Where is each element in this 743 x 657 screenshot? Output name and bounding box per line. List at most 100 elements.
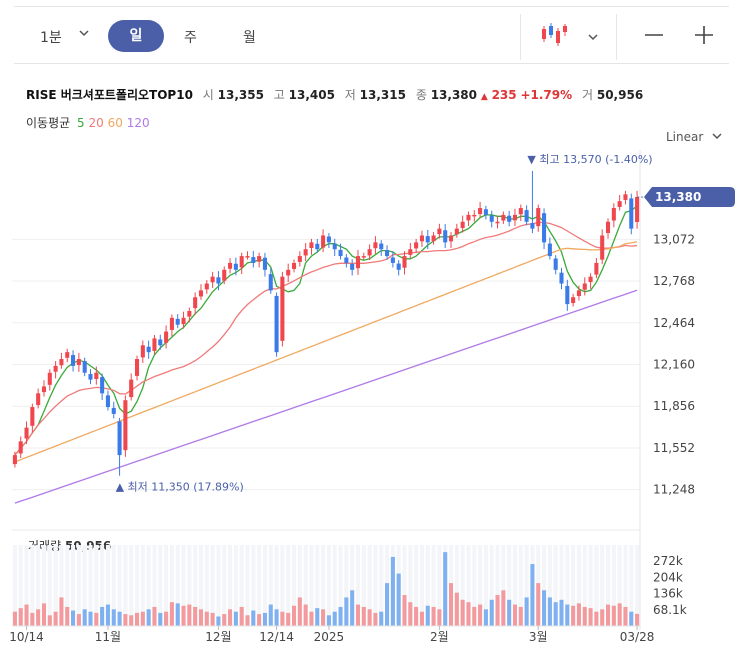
moving-average-legend[interactable]: 이동평균 5 20 60 120 — [26, 114, 150, 131]
candle — [169, 317, 174, 330]
candle — [623, 194, 628, 200]
ma-120: 120 — [126, 116, 150, 130]
candlestick-icon[interactable] — [540, 20, 568, 52]
candle — [512, 214, 518, 221]
volume-bar — [41, 603, 47, 626]
candle — [65, 352, 70, 358]
volume-value: 50,956 — [596, 88, 644, 102]
zoom-in-button[interactable] — [693, 24, 715, 50]
volume-bar — [478, 604, 483, 626]
candle — [605, 221, 611, 234]
volume-bar — [245, 615, 250, 626]
volume-bar — [588, 608, 593, 626]
candle — [396, 263, 401, 270]
volume-bar — [419, 611, 424, 626]
period-week-button[interactable]: 주 — [184, 30, 197, 46]
candle — [507, 215, 512, 222]
volume-bar — [542, 590, 547, 626]
volume-bar — [472, 606, 477, 626]
volume-label: 거 — [581, 88, 594, 102]
candle — [204, 283, 209, 290]
ma-5: 5 — [77, 116, 85, 130]
zoom-out-button[interactable] — [643, 24, 665, 50]
candle — [297, 256, 302, 262]
scale-selector[interactable]: Linear — [666, 130, 723, 144]
candle — [129, 379, 134, 398]
toolbar-top-divider — [14, 6, 729, 7]
price-grid — [12, 238, 640, 491]
y-tick-label: 12,160 — [653, 358, 695, 372]
candle — [216, 277, 221, 284]
candle — [210, 276, 215, 283]
volume-bar — [495, 595, 500, 626]
open-label: 시 — [202, 88, 214, 102]
open-value: 13,355 — [217, 88, 264, 102]
volume-bar — [88, 611, 93, 626]
volume-bar — [71, 610, 76, 626]
low-label: 저 — [344, 88, 356, 102]
candle — [268, 274, 273, 291]
volume-bar — [402, 595, 407, 626]
candle — [12, 455, 17, 465]
volume-bar — [262, 612, 267, 626]
price-axis: 13,072 12,768 12,464 12,160 11,856 11,552 11,2… — [639, 150, 695, 630]
y-tick-label: 12,768 — [653, 274, 695, 288]
ma-label: 이동평균 — [26, 116, 71, 130]
volume-bar — [425, 605, 430, 626]
volume-bar — [524, 597, 529, 626]
volume-bar — [501, 590, 506, 626]
candle — [309, 242, 314, 248]
volume-bar — [623, 606, 628, 626]
candle — [36, 393, 41, 405]
candle — [181, 317, 186, 325]
ma-line-120 — [14, 289, 638, 504]
candle — [291, 262, 297, 269]
instrument-name: RISE 버크셔포트폴리오TOP10 — [26, 88, 193, 102]
volume-bar — [129, 615, 134, 626]
annotations: ▼ 최고 13,570 (-1.40%) ▲ 최저 11,350 (17.89%)… — [116, 153, 735, 494]
candle — [483, 209, 488, 215]
period-day-button[interactable]: 일 — [108, 20, 164, 52]
volume-bar — [257, 614, 262, 626]
ma-60: 60 — [107, 116, 123, 130]
period-month-button[interactable]: 월 — [243, 30, 256, 46]
x-tick-label: 2025 — [314, 630, 345, 644]
volume-bar — [373, 612, 378, 626]
candle — [419, 235, 424, 242]
y-tick-label: 11,552 — [653, 441, 695, 455]
volume-bar — [338, 606, 343, 626]
volume-bar — [454, 592, 459, 626]
chart-type-chevron-icon[interactable] — [587, 27, 599, 46]
period-1min-button[interactable]: 1분 — [40, 30, 62, 46]
candle — [315, 243, 320, 250]
ma-line-60 — [14, 241, 638, 463]
volume-bar — [396, 573, 401, 626]
volume-bar — [222, 614, 227, 626]
volume-bar — [611, 605, 616, 626]
volume-bar — [198, 609, 204, 626]
candle — [94, 372, 99, 379]
volume-bar — [158, 612, 163, 626]
x-tick-label: 2월 — [430, 630, 449, 644]
volume-bar — [361, 606, 366, 626]
x-tick-label: 12월 — [205, 630, 231, 644]
volume-bar — [443, 552, 448, 626]
candle — [286, 269, 291, 276]
candle — [146, 346, 151, 353]
chevron-down-icon[interactable] — [78, 27, 90, 41]
volume-bar — [134, 612, 140, 626]
toolbar: 1분 일 주 월 — [0, 6, 743, 64]
candle — [536, 208, 541, 227]
candle — [489, 215, 494, 222]
candle — [274, 295, 279, 353]
y-tick-label: 11,248 — [653, 483, 695, 497]
candle — [472, 214, 477, 217]
volume-bar — [483, 609, 488, 626]
candle — [152, 338, 157, 351]
chevron-down-icon — [712, 133, 722, 140]
candle — [140, 345, 145, 358]
candle — [82, 361, 87, 373]
volume-bar — [286, 612, 291, 626]
volume-bar — [59, 597, 64, 626]
candle — [239, 256, 244, 268]
